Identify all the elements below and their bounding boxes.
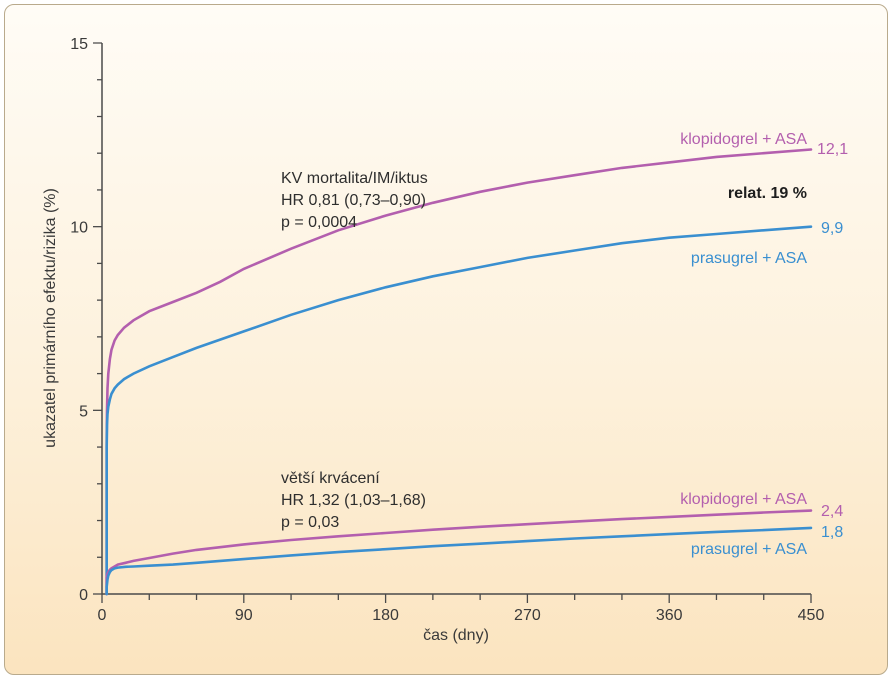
lower-prasugrel-end-value: 1,8 xyxy=(821,524,843,541)
lower-group-p: p = 0,03 xyxy=(281,514,339,531)
x-tick-label: 0 xyxy=(98,607,107,624)
lower-prasugrel-line xyxy=(105,526,813,596)
chart-frame: 0 90 180 270 360 450 0 5 10 15 čas (dny) ukazatel… xyxy=(4,4,888,675)
y-tick-label: 5 xyxy=(79,403,88,420)
upper-group-title: KV mortalita/IM/iktus xyxy=(281,170,428,187)
upper-prasugrel-label: prasugrel + ASA xyxy=(691,250,807,267)
upper-group-hr: HR 0,81 (0,73–0,90) xyxy=(281,192,426,209)
y-tick-label: 10 xyxy=(70,220,88,237)
y-tick-label: 15 xyxy=(70,36,88,53)
axes xyxy=(101,43,811,595)
x-tick-label: 360 xyxy=(656,607,683,624)
lower-group-title: větší krvácení xyxy=(281,470,380,487)
series-lines xyxy=(105,148,813,596)
y-axis-title: ukazatel primárního efektu/rizika (%) xyxy=(42,188,59,448)
ticks xyxy=(93,42,812,603)
lower-group-hr: HR 1,32 (1,03–1,68) xyxy=(281,492,426,509)
upper-group-p: p = 0,0004 xyxy=(281,214,357,231)
upper-clopidogrel-label: klopidogrel + ASA xyxy=(680,131,807,148)
upper-prasugrel-end-value: 9,9 xyxy=(821,220,843,237)
upper-prasugrel-line xyxy=(105,225,813,596)
upper-clopidogrel-line xyxy=(105,148,813,596)
chart-svg: 0 90 180 270 360 450 0 5 10 15 čas (dny) ukazatel… xyxy=(42,36,848,644)
x-tick-label: 90 xyxy=(235,607,253,624)
tick-labels: 0 90 180 270 360 450 0 5 10 15 xyxy=(70,36,824,624)
x-tick-label: 450 xyxy=(798,607,825,624)
x-tick-label: 270 xyxy=(514,607,541,624)
lower-clopidogrel-line xyxy=(105,509,813,596)
lower-prasugrel-label: prasugrel + ASA xyxy=(691,541,807,558)
x-tick-label: 180 xyxy=(372,607,399,624)
lower-clopidogrel-label: klopidogrel + ASA xyxy=(680,491,807,508)
y-tick-label: 0 xyxy=(79,587,88,604)
upper-clopidogrel-end-value: 12,1 xyxy=(817,141,848,158)
x-axis-title: čas (dny) xyxy=(423,627,489,644)
lower-clopidogrel-end-value: 2,4 xyxy=(821,503,843,520)
relative-reduction-label: relat. 19 % xyxy=(728,185,807,202)
